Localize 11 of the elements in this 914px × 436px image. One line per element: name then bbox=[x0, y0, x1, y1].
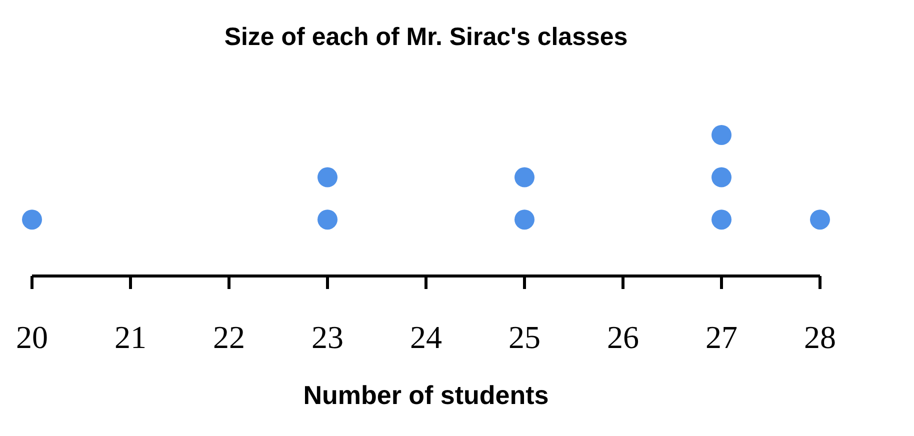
x-tick-label: 25 bbox=[508, 319, 540, 355]
x-tick-label: 22 bbox=[213, 319, 245, 355]
x-tick-label: 27 bbox=[706, 319, 738, 355]
x-tick-label: 26 bbox=[607, 319, 639, 355]
chart-title: Size of each of Mr. Sirac's classes bbox=[223, 22, 629, 52]
x-tick-label: 20 bbox=[16, 319, 48, 355]
x-tick-label: 28 bbox=[804, 319, 836, 355]
x-tick-label: 23 bbox=[312, 319, 344, 355]
x-axis-title: Number of students bbox=[302, 380, 550, 410]
x-tick-label: 21 bbox=[114, 319, 146, 355]
x-tick-label: 24 bbox=[410, 319, 442, 355]
